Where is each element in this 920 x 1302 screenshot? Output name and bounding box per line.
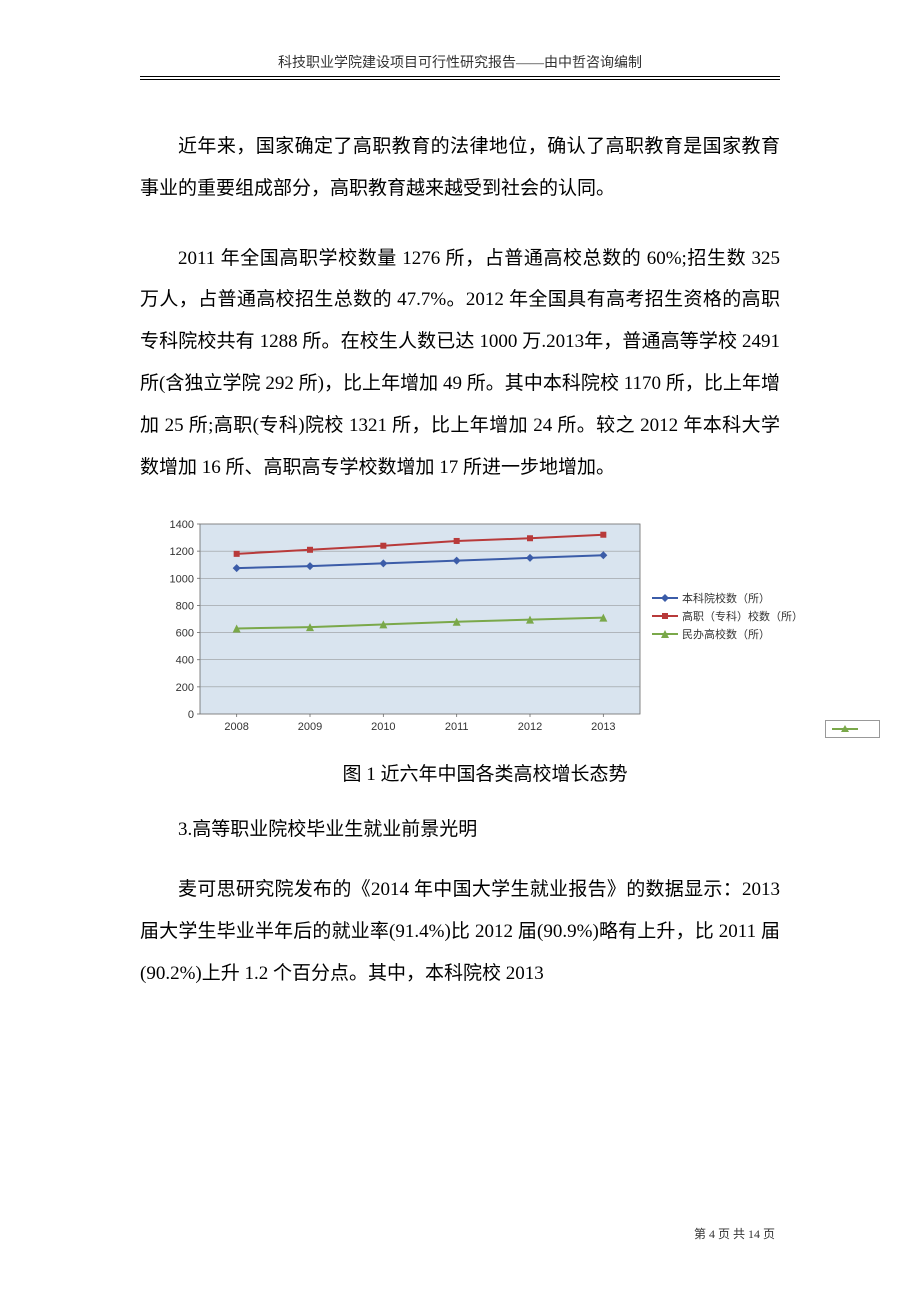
paragraph-3: 麦可思研究院发布的《2014 年中国大学生就业报告》的数据显示：2013 届大学… bbox=[140, 869, 780, 994]
footer-page-current: 4 bbox=[709, 1227, 715, 1241]
chart-caption: 图 1 近六年中国各类高校增长态势 bbox=[150, 759, 820, 786]
svg-text:600: 600 bbox=[176, 628, 194, 640]
footer-prefix: 第 bbox=[694, 1227, 706, 1241]
svg-text:2013: 2013 bbox=[591, 721, 615, 733]
svg-text:2011: 2011 bbox=[445, 721, 469, 733]
svg-text:200: 200 bbox=[176, 682, 194, 694]
svg-text:400: 400 bbox=[176, 655, 194, 667]
svg-text:1400: 1400 bbox=[170, 519, 194, 531]
svg-text:800: 800 bbox=[176, 601, 194, 613]
svg-text:2008: 2008 bbox=[224, 721, 248, 733]
svg-text:高职（专科）校数（所）: 高职（专科）校数（所） bbox=[682, 609, 803, 623]
legend-fragment-icon bbox=[825, 720, 880, 738]
section-3-title: 3.高等职业院校毕业生就业前景光明 bbox=[140, 814, 780, 841]
svg-text:民办高校数（所）: 民办高校数（所） bbox=[682, 627, 770, 641]
line-chart: 0 200 400 600 800 1000 1200 1400 2008 2009 2010 201… bbox=[150, 516, 820, 741]
footer-page-total: 14 bbox=[748, 1227, 760, 1241]
svg-text:1000: 1000 bbox=[170, 574, 194, 586]
footer-mid: 页 共 bbox=[718, 1227, 745, 1241]
svg-text:0: 0 bbox=[188, 709, 194, 721]
svg-text:本科院校数（所）: 本科院校数（所） bbox=[682, 591, 770, 605]
svg-text:2012: 2012 bbox=[518, 721, 542, 733]
chart-svg-wrapper: 0 200 400 600 800 1000 1200 1400 2008 2009 2010 201… bbox=[150, 516, 820, 741]
paragraph-2: 2011 年全国高职学校数量 1276 所，占普通高校总数的 60%;招生数 3… bbox=[140, 238, 780, 489]
page-header: 科技职业学院建设项目可行性研究报告——由中哲咨询编制 bbox=[0, 0, 920, 78]
footer-suffix: 页 bbox=[763, 1227, 775, 1241]
chart-figure-1: 0 200 400 600 800 1000 1200 1400 2008 2009 2010 201… bbox=[150, 516, 820, 786]
document-content: 近年来，国家确定了高职教育的法律地位，确认了高职教育是国家教育事业的重要组成部分… bbox=[140, 78, 780, 995]
page-footer: 第 4 页 共 14 页 bbox=[694, 1225, 775, 1242]
paragraph-1: 近年来，国家确定了高职教育的法律地位，确认了高职教育是国家教育事业的重要组成部分… bbox=[140, 126, 780, 210]
header-underline bbox=[140, 76, 780, 78]
header-title: 科技职业学院建设项目可行性研究报告——由中哲咨询编制 bbox=[278, 56, 642, 71]
svg-text:2010: 2010 bbox=[371, 721, 395, 733]
svg-text:2009: 2009 bbox=[298, 721, 322, 733]
svg-text:1200: 1200 bbox=[170, 547, 194, 559]
